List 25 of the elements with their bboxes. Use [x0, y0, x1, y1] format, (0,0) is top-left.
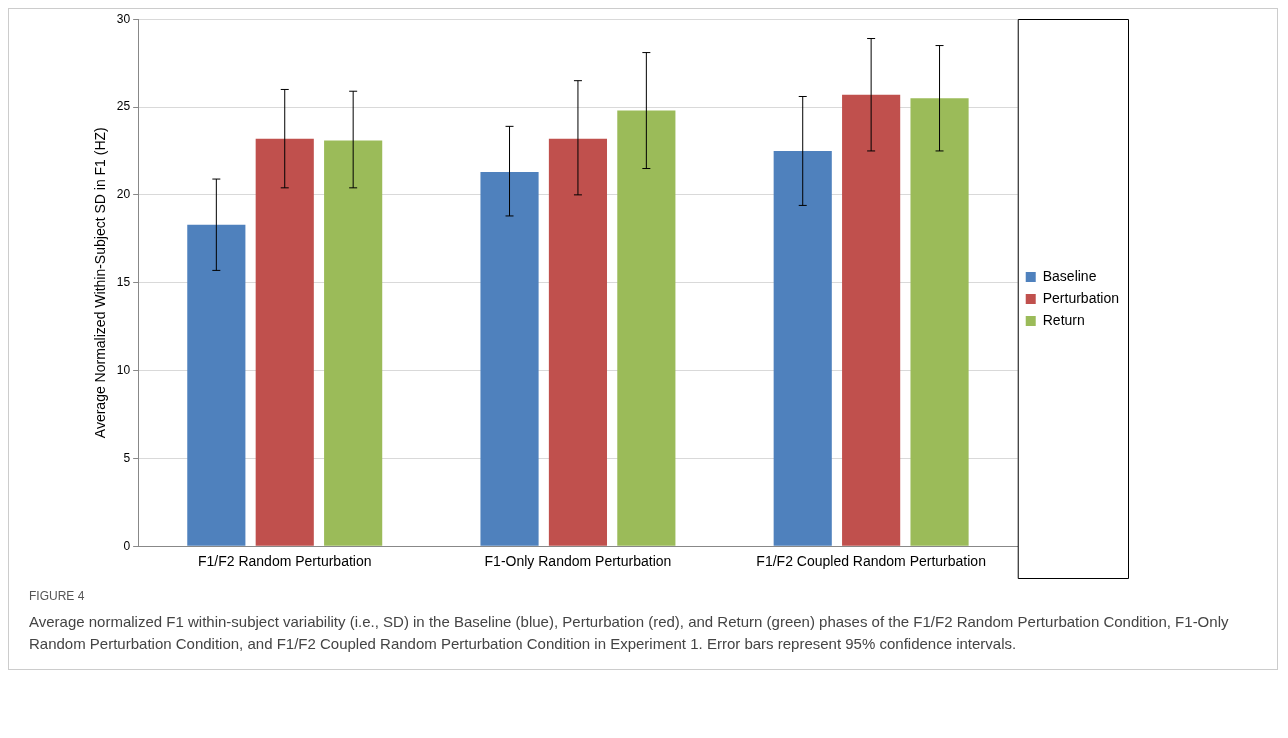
bar [617, 110, 676, 546]
y-tick-label: 10 [116, 362, 131, 377]
y-tick-label: 0 [123, 538, 131, 553]
caption: FIGURE 4 [29, 589, 86, 603]
legend-label: Return [1042, 311, 1085, 328]
y-axis-title: Average Normalized Within-Subject SD in F1 (HZ) [92, 127, 109, 439]
y-tick-label: 15 [116, 275, 131, 290]
bar [548, 138, 608, 546]
bar [842, 94, 901, 546]
y-tick-label: 20 [116, 187, 131, 202]
x-tick-label: F1/F2 Coupled Random Perturbation [756, 553, 986, 570]
x-tick-label: F1/F2 Random Perturbation [197, 553, 372, 570]
bar [480, 172, 539, 546]
y-tick-label: 5 [123, 450, 131, 465]
text: Average normalized F1 within-subject variability (i.e., SD) in the Baseline (blue), Perturbation (red), and Return (green) phases of the F1/F2 Random Perturbation Condition, F1-Only Random Perturbation Condition, and F1/F2 Coupled Random Perturbation Condition in Experiment 1. Error bars represent 95% confidence intervals. [29, 612, 1230, 654]
bar [324, 140, 383, 546]
y-tick-label: 30 [116, 11, 131, 26]
y-tick-label: 25 [116, 99, 131, 114]
bar [255, 138, 314, 546]
bar [187, 224, 246, 546]
x-tick-label: F1-Only Random Perturbation [484, 553, 672, 570]
bar [910, 98, 969, 546]
legend-label: Perturbation [1042, 289, 1120, 306]
bar [773, 150, 832, 546]
legend-label: Baseline [1042, 267, 1097, 284]
